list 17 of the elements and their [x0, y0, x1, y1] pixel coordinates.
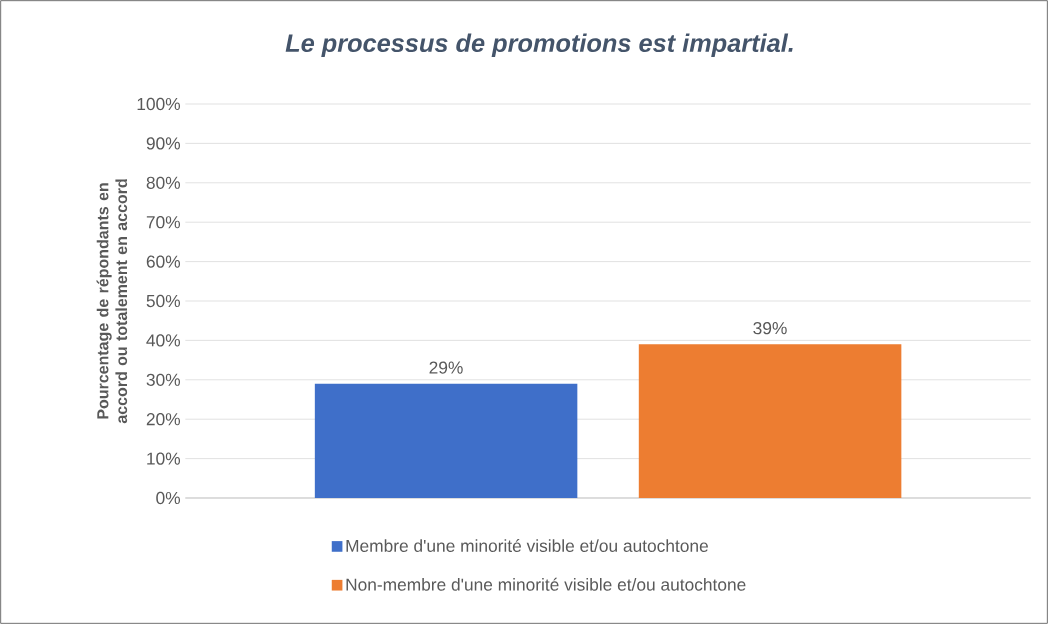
y-tick-label: 70% — [146, 216, 181, 229]
y-tick-label: 30% — [146, 373, 181, 386]
legend-label: Non-membre d'une minorité visible et/ou autochtone — [346, 577, 746, 591]
y-tick-label: 100% — [137, 97, 181, 111]
chart-title: Le processus de promotions est impartial. — [285, 33, 793, 58]
y-tick-label: 0% — [156, 491, 181, 505]
y-tick-label: 40% — [146, 334, 181, 347]
y-tick-label: 50% — [146, 294, 181, 308]
y-axis-title: Pourcentage de répondants en accord ou totalement en accord — [96, 179, 128, 424]
legend-label: Membre d'une minorité visible et/ou autochtone — [346, 539, 708, 552]
y-tick-label: 90% — [146, 137, 181, 150]
y-tick-label: 10% — [147, 452, 181, 465]
y-tick-label: 80% — [146, 176, 181, 189]
y-tick-label: 60% — [146, 255, 181, 268]
data-label: 39% — [753, 322, 787, 335]
data-label: 29% — [429, 361, 463, 374]
y-tick-label: 20% — [146, 413, 181, 426]
